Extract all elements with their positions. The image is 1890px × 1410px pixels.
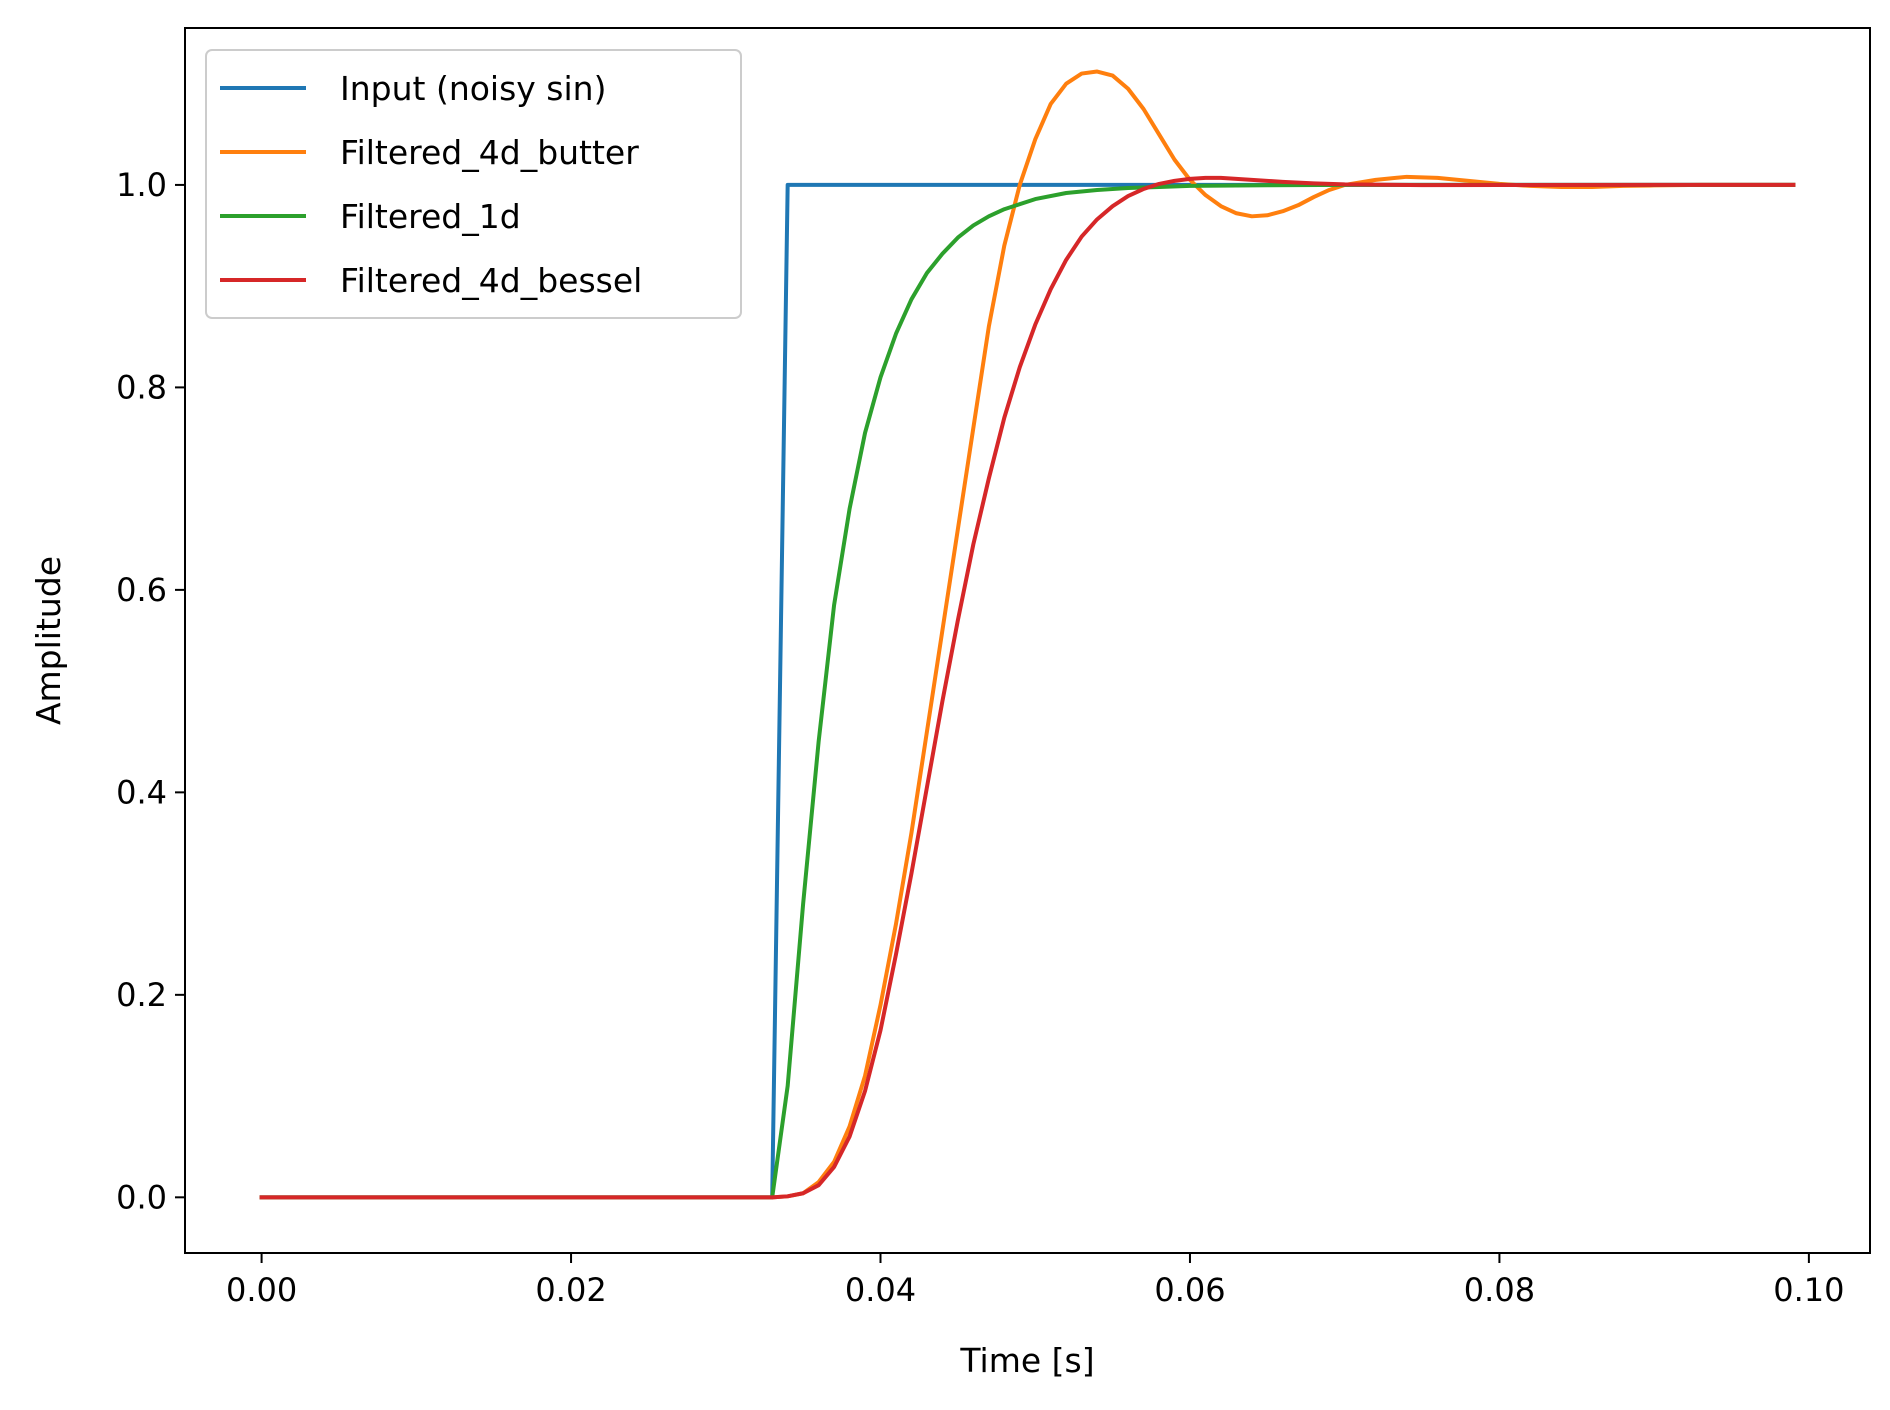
legend-label: Input (noisy sin) [340,69,606,108]
x-tick-label: 0.00 [226,1271,297,1309]
legend-label: Filtered_4d_bessel [340,261,642,300]
y-tick-label: 1.0 [116,166,167,204]
series-line-2 [259,69,1796,1200]
x-tick-label: 0.10 [1773,1271,1844,1309]
legend-label: Filtered_1d [340,197,521,236]
x-tick-label: 0.06 [1154,1271,1225,1309]
legend-frame [205,49,742,319]
plot-frame [184,27,1871,1254]
legend-entries: Input (noisy sin) Filtered_4d_butter Filte… [220,69,642,300]
x-axis-ticks: 0.00 0.02 0.04 0.06 0.08 0.10 [226,1253,1845,1309]
y-axis-ticks: 0.0 0.2 0.4 0.6 0.8 1.0 [116,166,185,1216]
y-tick-label: 0.4 [116,773,167,811]
x-tick-label: 0.02 [535,1271,606,1309]
x-axis-label: Time [s] [959,1341,1094,1380]
series-line-3 [259,182,1796,1200]
y-tick-label: 0.2 [116,976,167,1014]
y-tick-label: 0.8 [116,368,167,406]
x-tick-label: 0.04 [845,1271,916,1309]
legend: Input (noisy sin) Filtered_4d_butter Filte… [205,49,742,319]
x-tick-label: 0.08 [1464,1271,1535,1309]
y-tick-label: 0.6 [116,571,167,609]
legend-label: Filtered_4d_butter [340,133,639,172]
series-layer [259,69,1796,1200]
series-line-4 [259,175,1796,1200]
y-axis-label: Amplitude [29,556,68,725]
y-tick-label: 0.0 [116,1178,167,1216]
